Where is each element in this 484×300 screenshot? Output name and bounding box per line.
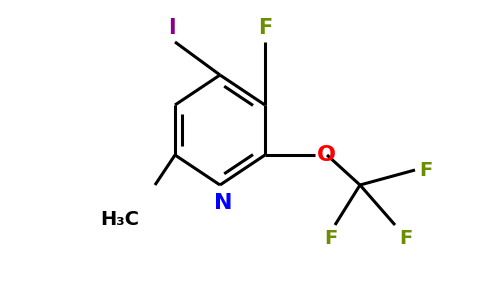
Text: N: N [214,193,232,213]
Text: F: F [258,18,272,38]
Text: O: O [317,145,336,165]
Text: F: F [324,229,338,248]
Text: F: F [419,160,432,179]
Text: I: I [168,18,176,38]
Text: H₃C: H₃C [100,210,139,229]
Text: F: F [399,229,412,248]
